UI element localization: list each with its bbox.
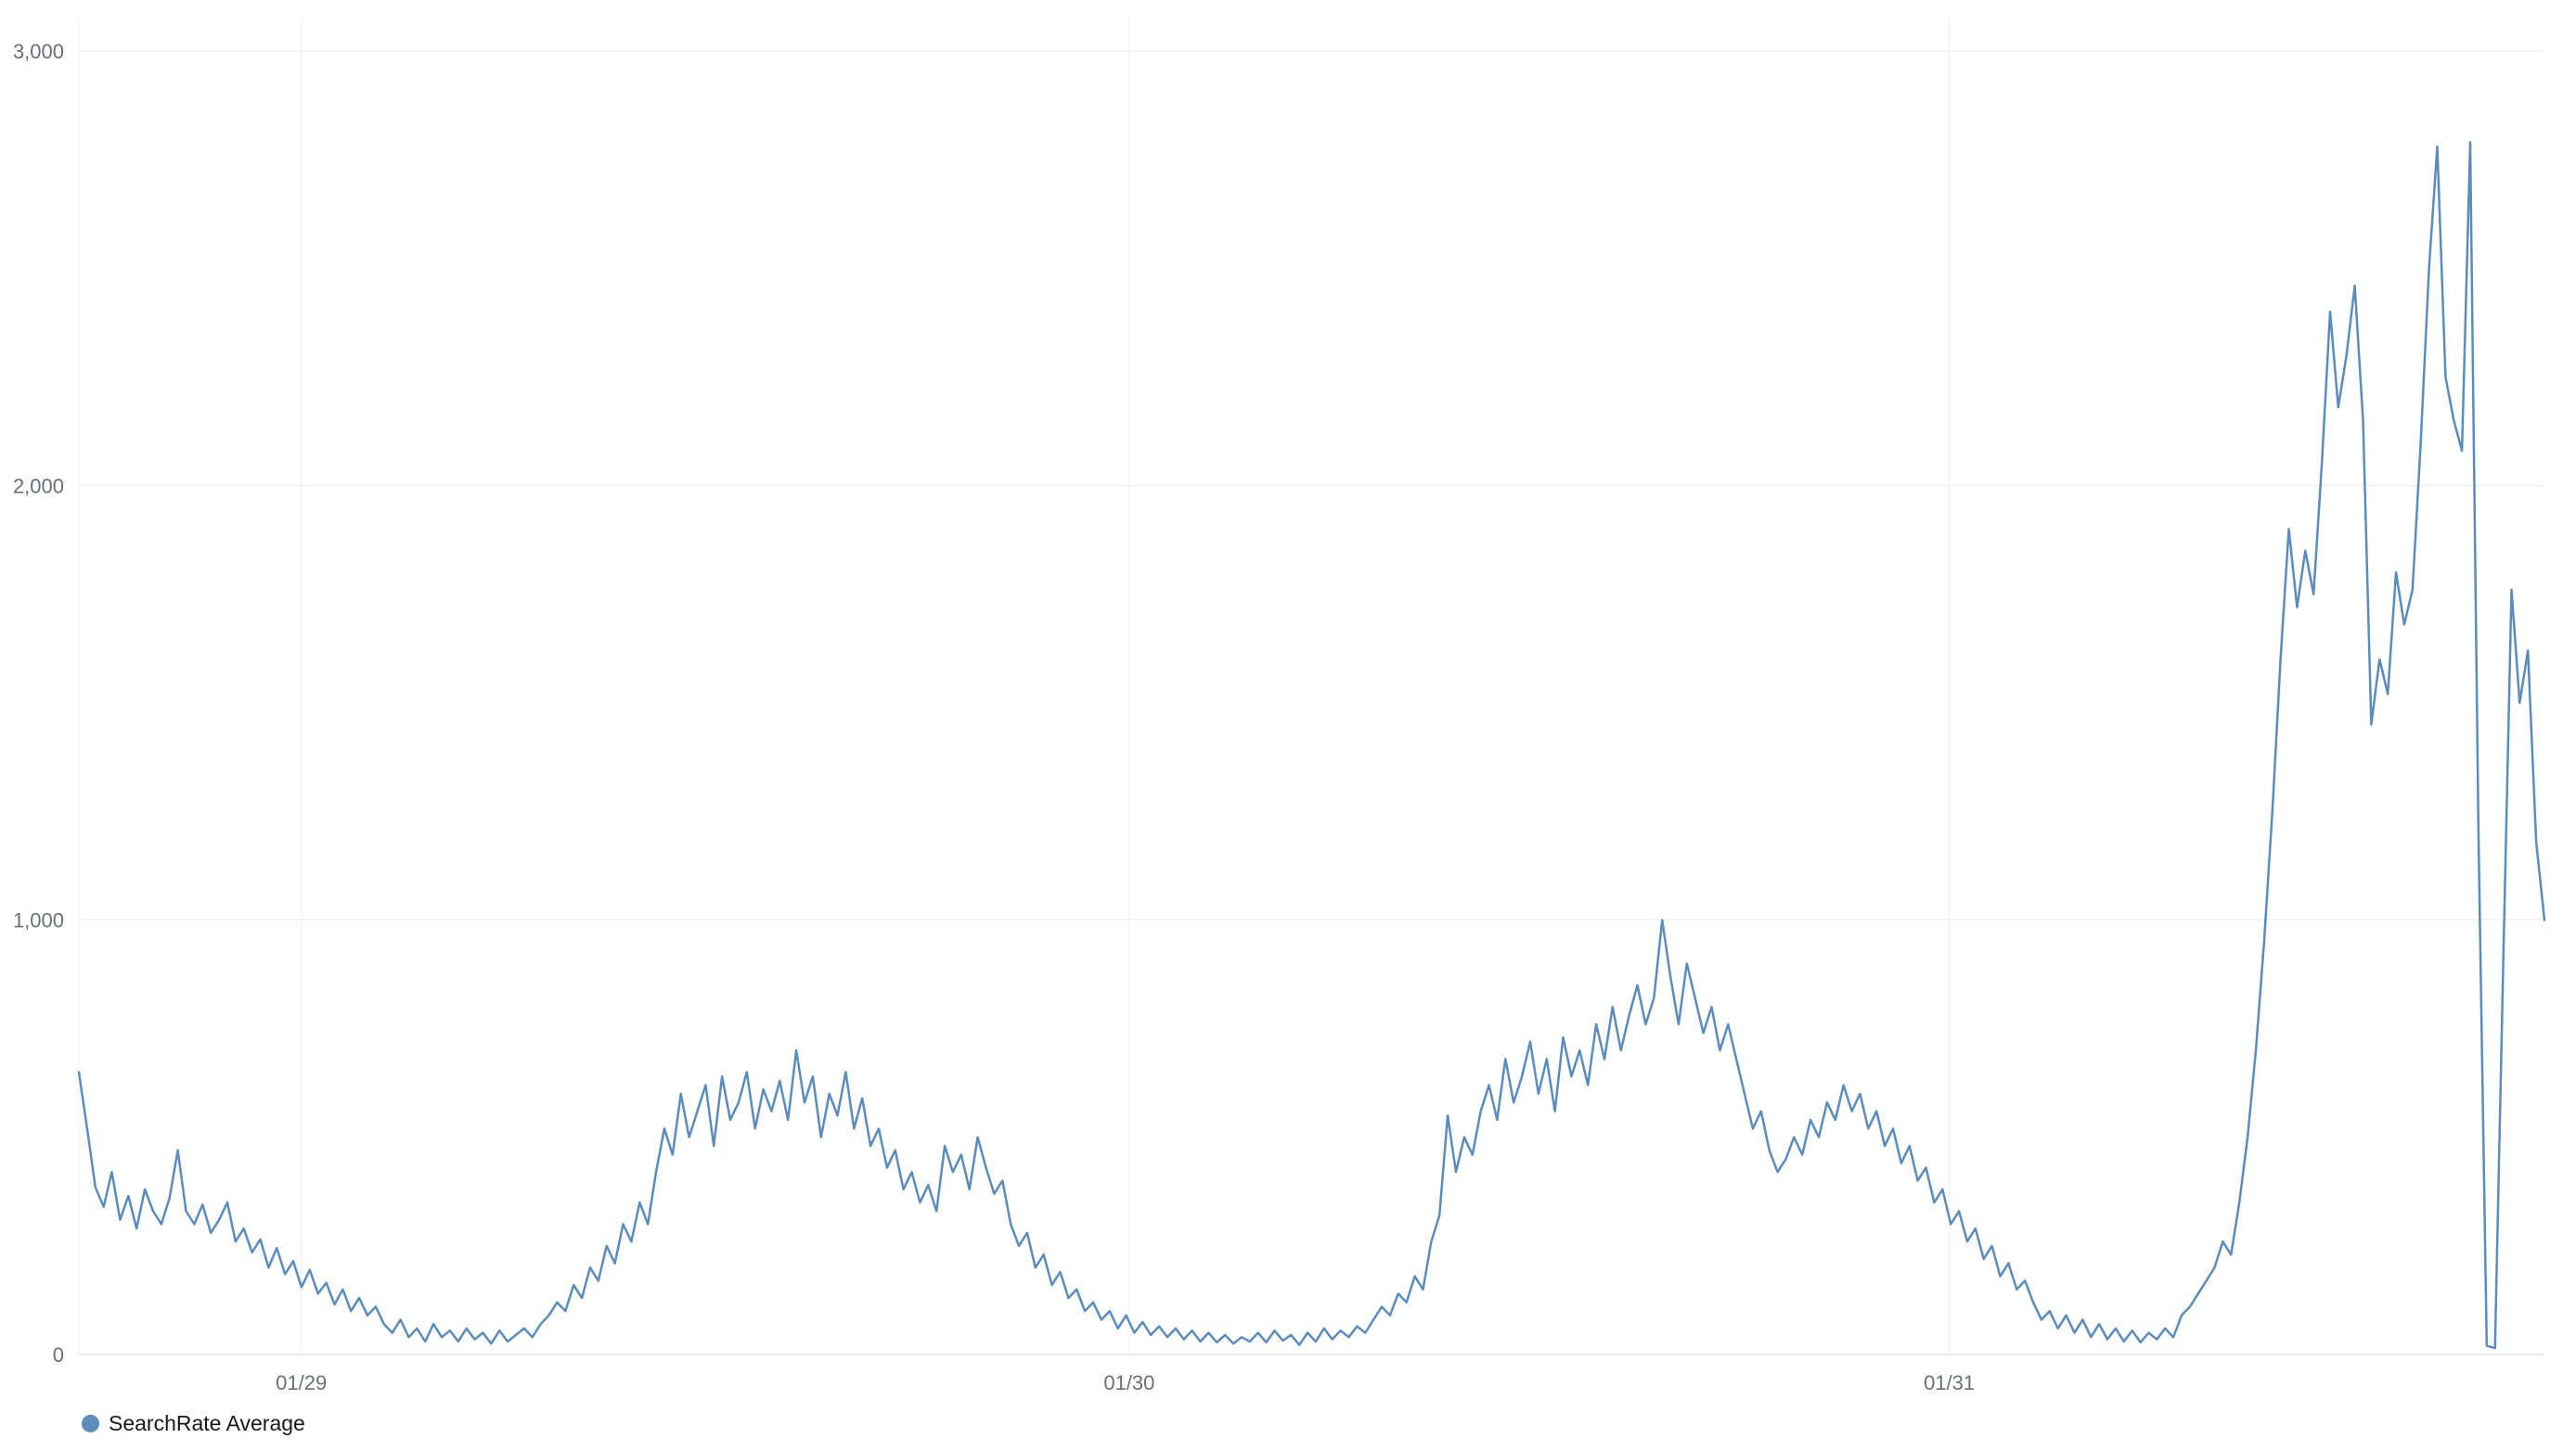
legend-item-searchrate[interactable]: SearchRate Average	[82, 1408, 305, 1438]
x-tick-label: 01/31	[1924, 1371, 1975, 1394]
y-tick-label: 1,000	[13, 909, 64, 932]
x-tick-label: 01/29	[276, 1371, 327, 1394]
y-tick-label: 2,000	[13, 474, 64, 497]
series-line	[77, 141, 2546, 1350]
legend-color-dot	[82, 1414, 99, 1432]
y-tick-label: 0	[53, 1343, 64, 1367]
legend-label: SearchRate Average	[109, 1411, 305, 1435]
chart-canvas[interactable]: 01/29 01/30 01/31 0 1,000 2,000 3,000	[0, 0, 2576, 1401]
legend: SearchRate Average	[82, 1408, 305, 1438]
y-tick-label: 3,000	[13, 40, 64, 63]
x-tick-label: 01/30	[1103, 1371, 1154, 1394]
